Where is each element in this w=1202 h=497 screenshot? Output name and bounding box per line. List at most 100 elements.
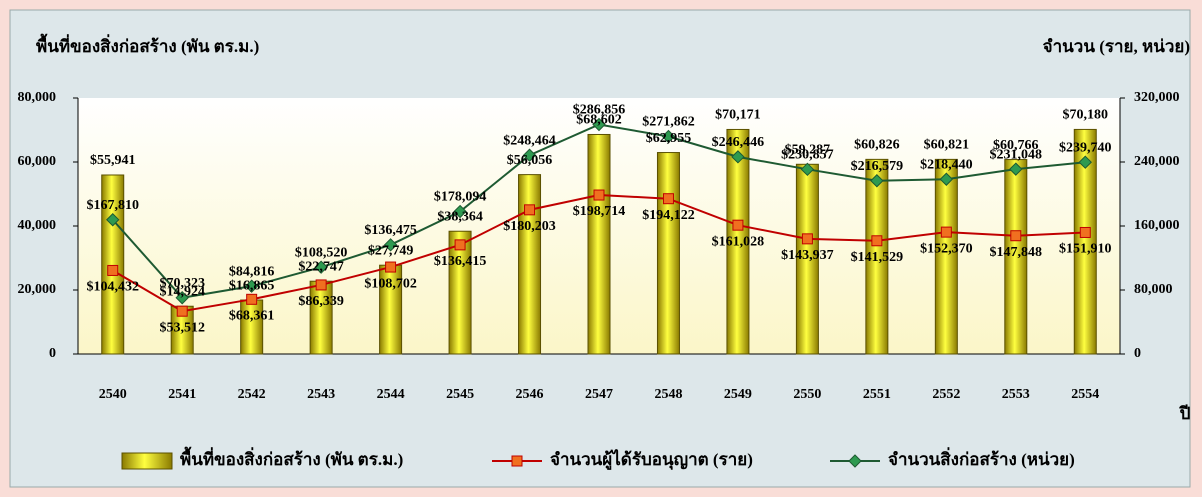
marker <box>246 293 258 305</box>
marker <box>314 260 328 274</box>
bar <box>865 158 889 355</box>
x-tick-label: 2541 <box>168 387 196 402</box>
y-tick-label: 20,000 <box>18 282 57 297</box>
data-label: $86,339 <box>298 294 344 309</box>
bar <box>1073 128 1097 355</box>
data-label: $53,512 <box>159 320 205 335</box>
marker <box>453 204 467 219</box>
marker <box>801 233 813 245</box>
x-axis-title: ปี <box>1179 403 1191 423</box>
data-label: $70,171 <box>715 108 761 123</box>
data-label: $248,464 <box>503 133 556 148</box>
legend-marker <box>511 455 523 467</box>
data-label: $147,848 <box>990 245 1043 260</box>
marker <box>383 238 398 252</box>
y-tick-label: 40,000 <box>18 218 57 233</box>
y2-tick-label: 0 <box>1134 346 1141 361</box>
data-label: $151,910 <box>1059 242 1112 257</box>
marker <box>315 279 327 291</box>
data-label: $136,415 <box>434 254 487 269</box>
data-label: $27,749 <box>368 243 414 258</box>
bar <box>726 128 750 355</box>
data-label: $271,862 <box>642 115 695 130</box>
y2-tick-label: 320,000 <box>1134 90 1180 105</box>
x-tick-label: 2547 <box>585 387 613 402</box>
x-tick-label: 2542 <box>238 387 266 402</box>
legend-label: จำนวนสิ่งก่อสร้าง (หน่วย) <box>888 447 1075 469</box>
marker <box>661 129 676 144</box>
bar <box>587 133 611 355</box>
data-label: $14,924 <box>159 284 205 299</box>
data-label: $84,816 <box>229 264 275 279</box>
marker <box>939 172 954 186</box>
data-label: $60,766 <box>993 138 1039 153</box>
marker <box>871 235 883 247</box>
marker <box>593 189 605 201</box>
data-label: $167,810 <box>86 198 139 213</box>
marker <box>940 226 952 238</box>
x-tick-label: 2543 <box>307 387 335 402</box>
bar <box>1004 159 1028 355</box>
data-label: $22,747 <box>298 259 344 274</box>
marker <box>870 174 884 188</box>
data-label: $239,740 <box>1059 140 1112 155</box>
data-label: $218,440 <box>920 157 973 172</box>
legend-label: จำนวนผู้ได้รับอนุญาต (ราย) <box>550 449 753 471</box>
marker <box>107 264 119 276</box>
x-tick-label: 2553 <box>1002 387 1030 402</box>
data-label: $230,857 <box>781 148 834 163</box>
x-tick-label: 2552 <box>932 387 960 402</box>
data-label: $60,826 <box>854 138 900 153</box>
marker <box>1078 155 1092 169</box>
data-label: $286,856 <box>573 103 626 118</box>
marker <box>1010 230 1022 242</box>
marker <box>175 291 189 305</box>
data-label: $143,937 <box>781 248 834 263</box>
x-tick-label: 2540 <box>99 387 127 402</box>
data-label: $216,579 <box>851 159 904 174</box>
marker <box>1079 226 1091 238</box>
y2-axis-title: จำนวน (ราย, หน่วย) <box>1043 37 1190 56</box>
x-tick-label: 2554 <box>1071 387 1099 402</box>
bar <box>518 174 542 355</box>
y2-tick-label: 240,000 <box>1134 154 1180 169</box>
bar <box>934 158 958 355</box>
marker <box>244 279 259 293</box>
data-label: $152,370 <box>920 241 973 256</box>
bar <box>448 230 472 355</box>
data-label: $246,446 <box>712 135 765 150</box>
x-tick-label: 2551 <box>863 387 891 402</box>
data-label: $68,602 <box>576 113 622 128</box>
y-axis-title: พื้นที่ของสิ่งก่อสร้าง (พัน ตร.ม.) <box>36 33 259 56</box>
data-label: $161,028 <box>712 234 765 249</box>
marker <box>176 305 188 317</box>
y-tick-label: 80,000 <box>18 90 57 105</box>
data-label: $180,203 <box>503 219 556 234</box>
bar <box>656 152 680 355</box>
y-tick-label: 0 <box>49 346 56 361</box>
x-tick-label: 2545 <box>446 387 474 402</box>
x-tick-label: 2544 <box>377 387 405 402</box>
data-label: $70,323 <box>159 276 205 291</box>
marker <box>522 148 537 162</box>
x-tick-label: 2550 <box>793 387 821 402</box>
data-label: $108,520 <box>295 245 348 260</box>
marker <box>454 239 466 251</box>
data-label: $62,955 <box>646 131 692 146</box>
data-label: $198,714 <box>573 204 626 219</box>
data-label: $68,361 <box>229 309 275 324</box>
marker <box>106 213 120 227</box>
x-tick-label: 2546 <box>516 387 544 402</box>
data-label: $16,865 <box>229 278 275 293</box>
marker <box>592 117 606 132</box>
x-tick-label: 2549 <box>724 387 752 402</box>
data-label: $231,048 <box>990 147 1043 162</box>
marker <box>732 219 744 231</box>
legend-label: พื้นที่ของสิ่งก่อสร้าง (พัน ตร.ม.) <box>180 446 403 469</box>
marker <box>524 204 536 216</box>
data-label: $136,475 <box>364 223 417 238</box>
data-label: $56,056 <box>507 153 553 168</box>
data-label: $108,702 <box>364 276 417 291</box>
data-label: $38,364 <box>437 209 483 224</box>
